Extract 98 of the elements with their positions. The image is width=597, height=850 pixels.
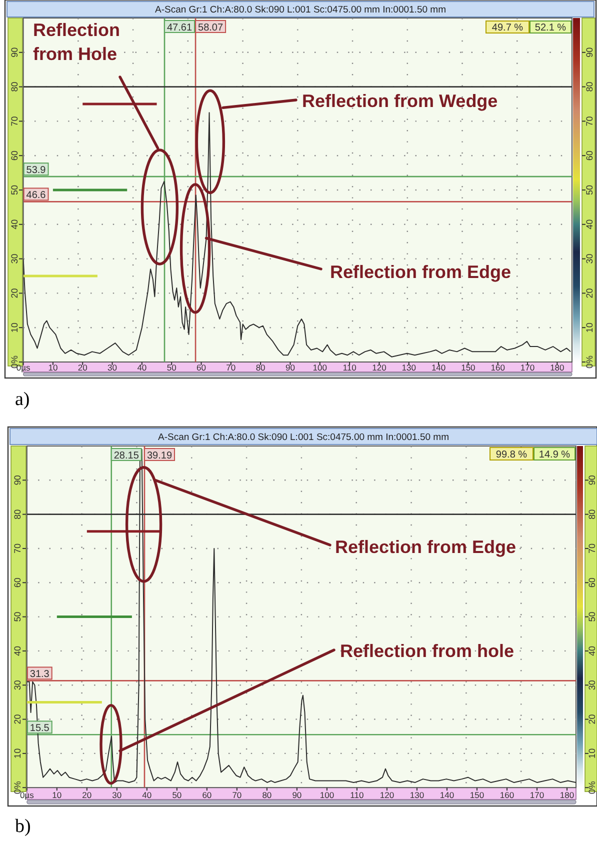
ref-line-label: 31.3	[30, 668, 50, 680]
x-tick-label: 50	[172, 790, 182, 800]
x-tick-label: 40	[142, 790, 152, 800]
x-tick-label: 110	[350, 790, 364, 800]
y2-tick-label: 40	[587, 646, 597, 656]
y-tick-label: 60	[9, 150, 20, 161]
y-tick-label: 40	[12, 646, 22, 656]
x-tick-label: 20	[82, 790, 92, 800]
x-tick-label: 90	[286, 362, 296, 372]
y-tick-label: 50	[9, 184, 20, 196]
x-tick-label: 30	[112, 790, 122, 800]
x-tick-label: 50	[166, 362, 177, 372]
annotation: Reflection from hole	[340, 641, 514, 661]
y2-tick-label: 60	[587, 578, 597, 588]
x-tick-label: 30	[108, 362, 118, 372]
x-tick-label: 70	[226, 362, 236, 372]
annotation: Reflection from Edge	[330, 262, 512, 282]
y-tick-label: 60	[12, 578, 22, 588]
ref-line-label: 53.9	[26, 164, 46, 176]
y-tick-label: 10	[12, 748, 22, 758]
text: b)	[15, 816, 31, 837]
y2-tick-label: 60	[584, 150, 594, 161]
y-tick-label: 80	[12, 509, 22, 520]
y2-tick-label: 80	[587, 509, 597, 520]
y2-tick-label: 40	[584, 219, 594, 230]
x-tick-label: 150	[461, 362, 476, 372]
y-tick-label: 90	[9, 47, 20, 58]
y2-tick-label: 70	[584, 116, 594, 126]
annotation: 52.1 %	[534, 22, 566, 34]
y2-tick-label: 0%	[587, 781, 597, 794]
annotation: 99.8 %	[496, 449, 528, 460]
annotation: Reflection from Wedge	[302, 91, 498, 111]
x-tick-label: 160	[490, 362, 506, 372]
y-tick-label: 30	[12, 680, 22, 690]
y2-tick-label: 90	[587, 475, 597, 486]
x-tick-label: 130	[402, 362, 416, 372]
y-tick-label: 20	[12, 714, 22, 724]
x-tick-label: 0µs	[20, 790, 34, 800]
y-tick-label: 70	[9, 116, 20, 126]
ref-line-label: 46.6	[26, 190, 46, 201]
annotation: 49.7 %	[492, 22, 524, 34]
chart-title: A-Scan Gr:1 Ch:A:80.0 Sk:090 L:001 Sc:0475.00 mm In:0001.50 mm	[155, 4, 446, 16]
y-tick-label: 20	[9, 288, 20, 298]
y2-tick-label: 10	[587, 748, 597, 758]
x-tick-label: 150	[470, 790, 484, 800]
line-series	[23, 112, 572, 358]
y2-tick-label: 0%	[584, 355, 594, 369]
y2-tick-label: 70	[587, 543, 597, 554]
x-tick-label: 10	[52, 790, 62, 800]
y-tick-label: 90	[12, 475, 22, 486]
x-tick-label: 140	[431, 362, 446, 372]
y2-tick-label: 50	[587, 612, 597, 622]
y2-tick-label: 90	[584, 47, 594, 58]
y-tick-label: 30	[9, 254, 20, 264]
x-tick-label: 60	[202, 790, 212, 800]
y2-tick-label: 20	[584, 288, 594, 298]
y-tick-label: 10	[9, 322, 20, 333]
chart-title: A-Scan Gr:1 Ch:A:80.0 Sk:090 L:001 Sc:0475.00 mm In:0001.50 mm	[158, 432, 450, 443]
x-tick-label: 100	[320, 790, 334, 800]
annotation: Reflection from Hole	[33, 20, 120, 64]
x-tick-label: 90	[292, 790, 302, 800]
y-tick-label: 40	[9, 219, 20, 230]
y2-tick-label: 10	[584, 322, 594, 333]
y-tick-label: 70	[12, 543, 22, 554]
annotation: 14.9 %	[538, 449, 570, 460]
x-tick-label: 40	[137, 362, 147, 372]
ref-line-label: 28.15	[114, 450, 140, 462]
x-tick-label: 170	[520, 362, 535, 372]
x-tick-label: 180	[550, 362, 565, 372]
x-tick-label: 10	[48, 362, 58, 372]
x-tick-label: 140	[440, 790, 454, 800]
x-tick-label: 110	[342, 362, 357, 372]
y2-tick-label: 30	[587, 680, 597, 690]
y2-tick-label: 80	[584, 82, 594, 92]
x-tick-label: 120	[372, 362, 387, 372]
y2-tick-label: 30	[584, 254, 594, 264]
x-tick-label: 180	[560, 790, 574, 800]
ref-line-label: 15.5	[30, 722, 50, 734]
ref-line-label: 39.19	[146, 450, 172, 462]
ref-line-label: 47.61	[167, 22, 192, 34]
annotation: Reflection from Edge	[335, 537, 516, 557]
y2-tick-label: 20	[587, 714, 597, 724]
text: a)	[15, 389, 30, 410]
ref-line-label: 58.07	[198, 22, 224, 34]
y-tick-label: 80	[9, 82, 20, 92]
x-tick-label: 70	[232, 790, 242, 800]
x-tick-label: 80	[256, 362, 266, 372]
y2-tick-label: 50	[584, 184, 594, 196]
y-tick-label: 0%	[12, 781, 22, 794]
x-tick-label: 160	[500, 790, 514, 800]
x-tick-label: 80	[262, 790, 272, 800]
x-tick-label: 100	[312, 362, 328, 372]
x-tick-label: 60	[196, 362, 206, 372]
x-tick-label: 170	[530, 790, 544, 800]
y-tick-label: 50	[12, 612, 22, 622]
x-tick-label: 120	[380, 790, 394, 800]
x-tick-label: 130	[410, 790, 424, 800]
x-tick-label: 20	[78, 362, 88, 372]
